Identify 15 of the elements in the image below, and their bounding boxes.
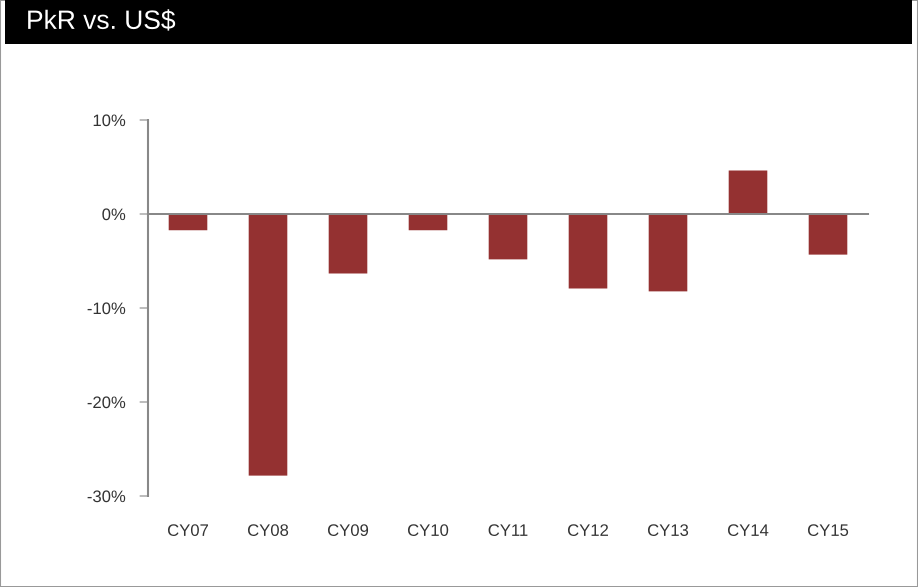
chart-title: PkR vs. US$: [28, 9, 176, 31]
y-tick-label: 0%: [102, 208, 126, 220]
y-tick-label: -10%: [88, 302, 126, 314]
y-tick-label: 10%: [94, 114, 126, 126]
x-tick-label: CY14: [728, 524, 768, 536]
x-tick-label: CY07: [168, 524, 208, 536]
x-tick-label: CY13: [648, 524, 688, 536]
x-tick-label: CY09: [328, 524, 368, 536]
x-tick-label: CY15: [808, 524, 848, 536]
x-tick-label: CY10: [408, 524, 448, 536]
y-tick-label: -20%: [88, 396, 126, 408]
y-tick-label: -30%: [88, 490, 126, 502]
x-tick-label: CY11: [488, 524, 528, 536]
x-tick-label: CY08: [248, 524, 288, 536]
x-tick-label: CY12: [568, 524, 608, 536]
